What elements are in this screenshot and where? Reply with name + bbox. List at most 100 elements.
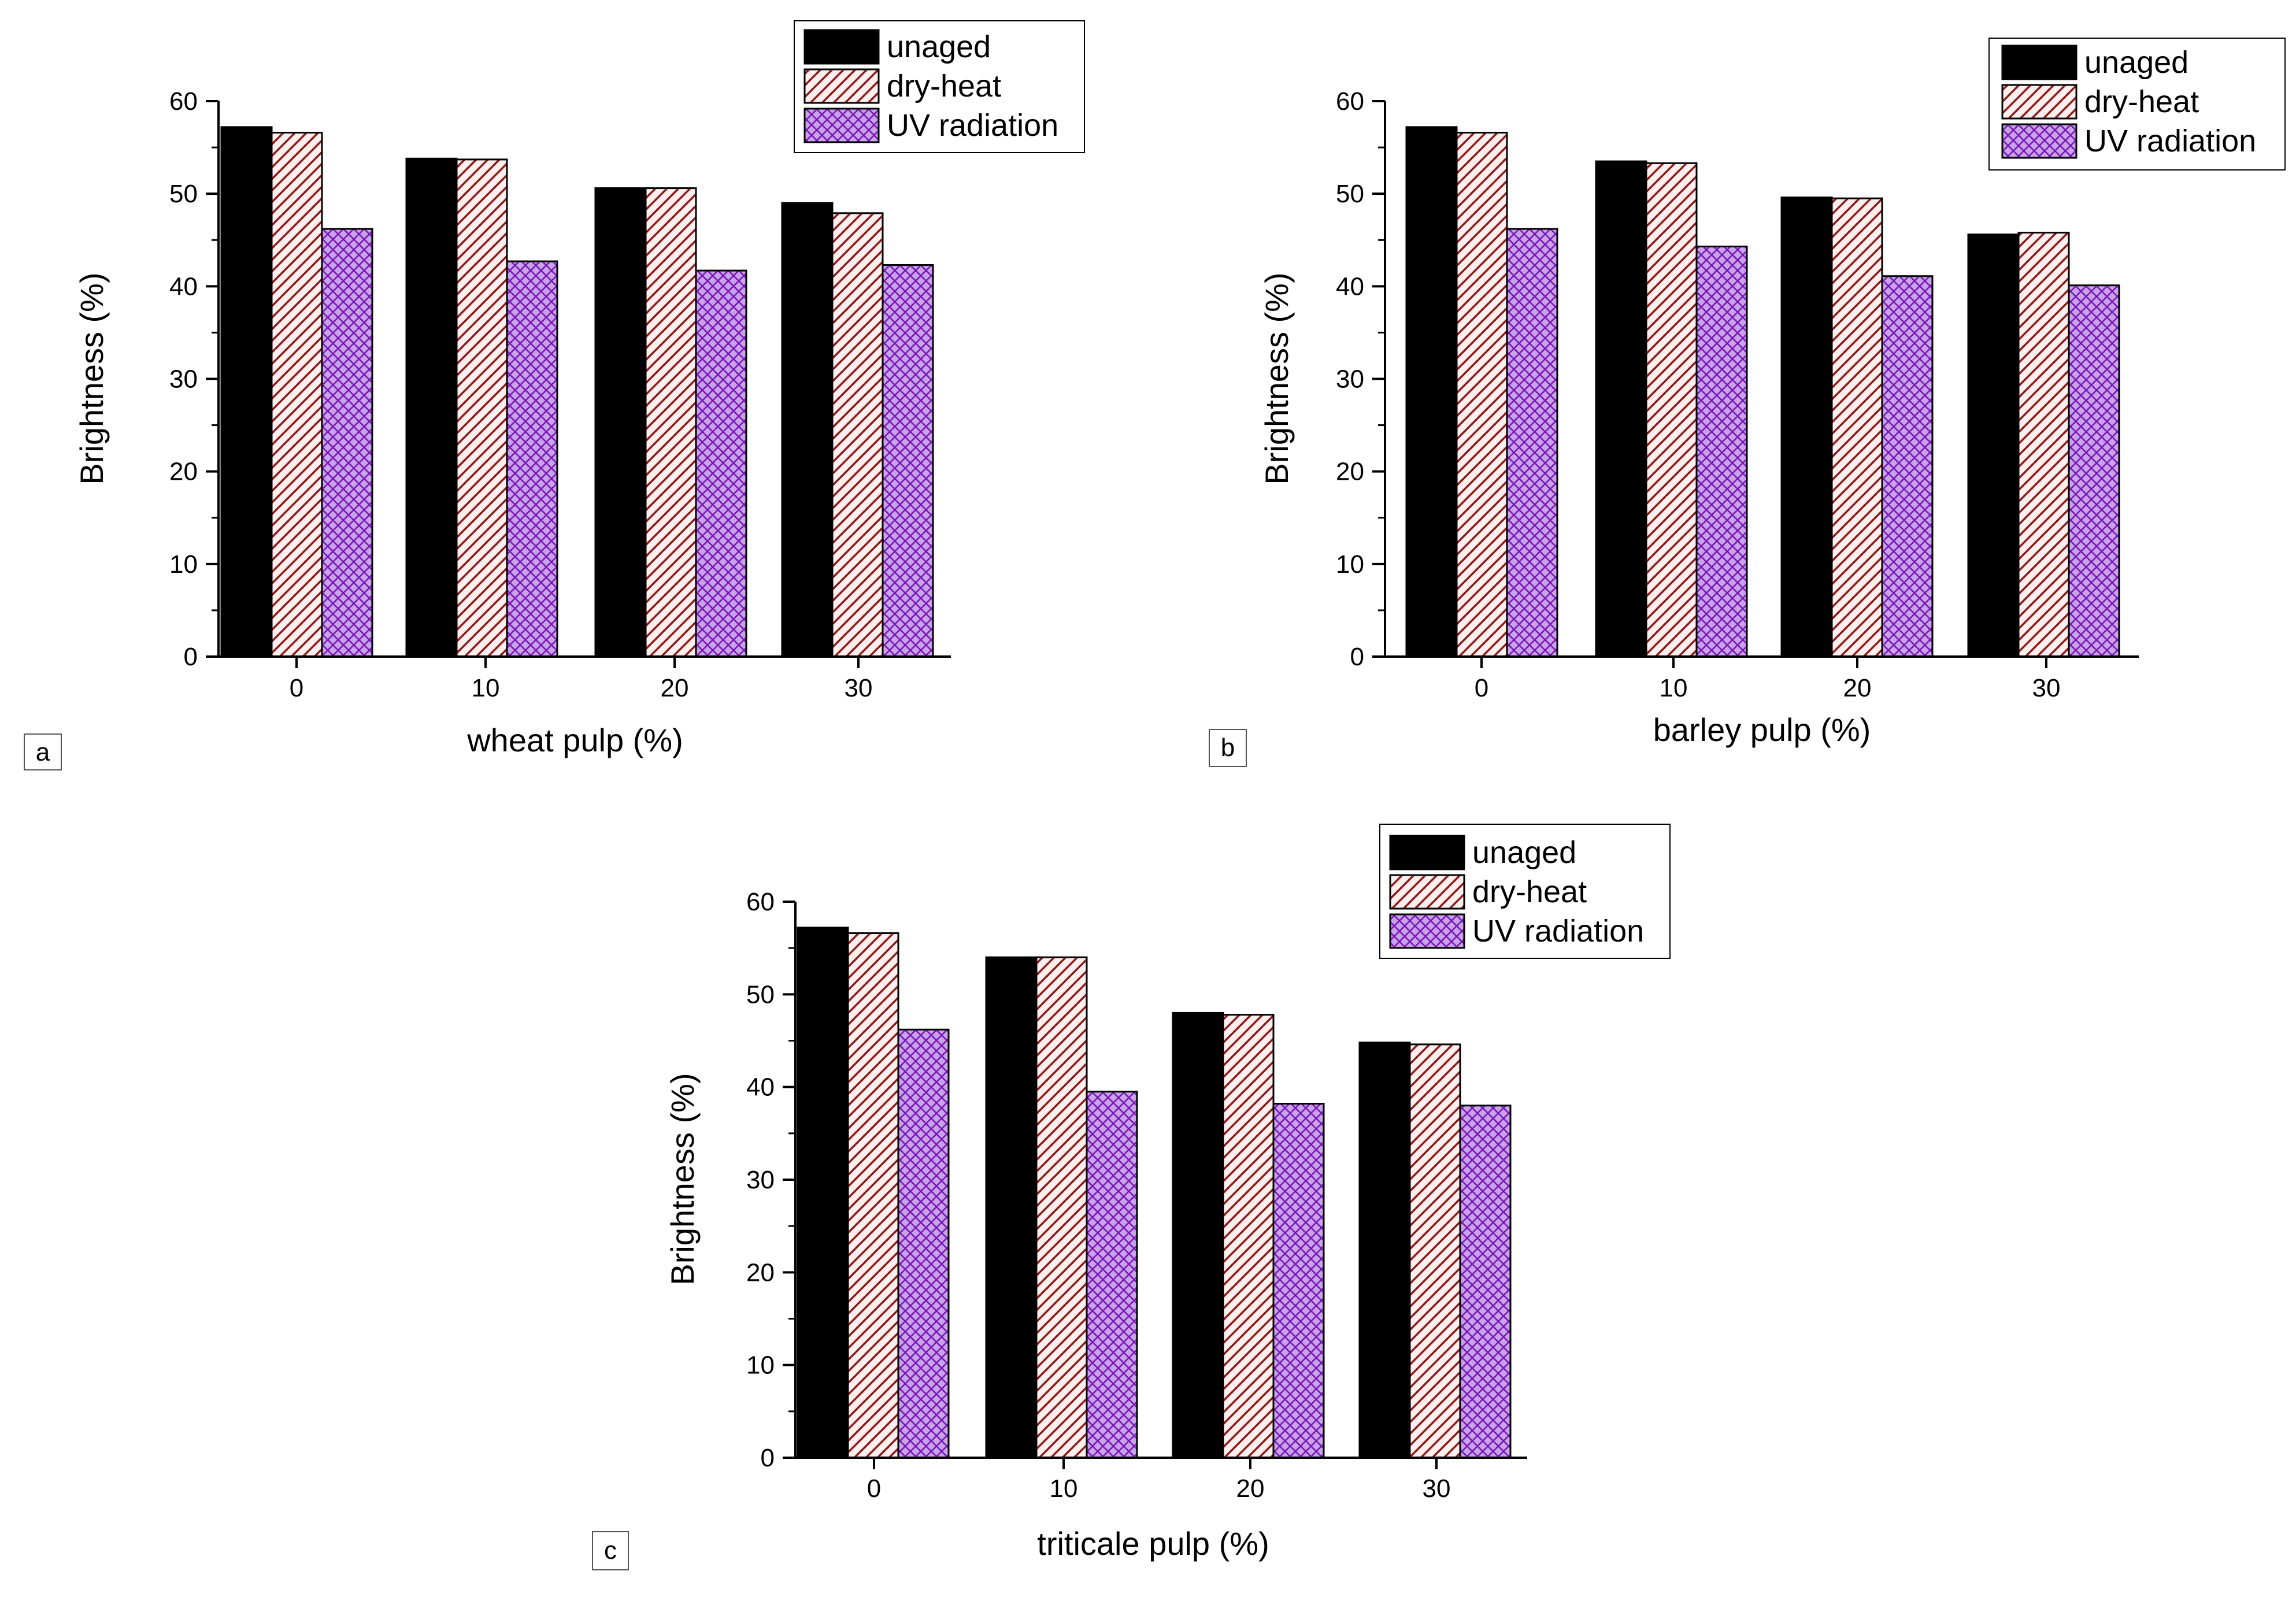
legend-swatch-uv — [803, 108, 880, 143]
x-tick-label: 20 — [1843, 674, 1872, 702]
legend-swatch-dry-heat — [803, 68, 880, 104]
y-axis-title: Brightness (%) — [664, 1073, 701, 1285]
y-axis-title: Brightness (%) — [73, 272, 110, 484]
bar-dry-heat-0 — [271, 131, 323, 658]
x-tick-label: 30 — [1423, 1474, 1451, 1503]
y-tick-label: 20 — [1336, 458, 1364, 486]
bar-uv-radiation-30 — [1459, 1105, 1512, 1459]
bars-b — [1405, 126, 2120, 658]
bar-dry-heat-20 — [645, 187, 697, 658]
bar-uv-radiation-20 — [1881, 275, 1934, 658]
y-tick-label: 60 — [1336, 87, 1364, 116]
y-tick-label: 0 — [1350, 643, 1364, 671]
bar-unaged-30 — [781, 202, 834, 658]
bar-unaged-0 — [797, 927, 849, 1459]
bar-dry-heat-20 — [1222, 1014, 1275, 1459]
bar-uv-radiation-0 — [321, 228, 373, 658]
x-axis-title: barley pulp (%) — [1653, 712, 1871, 748]
x-ticks-b — [1480, 657, 2047, 668]
y-ticks-b: 0 10 20 30 40 50 60 — [1336, 87, 1385, 671]
bar-unaged-20 — [1780, 197, 1833, 658]
y-tick-label: 0 — [761, 1444, 775, 1472]
x-axis-title: wheat pulp (%) — [466, 722, 683, 758]
legend: unaged dry-heat UV radiation — [794, 20, 1085, 153]
bar-uv-radiation-30 — [882, 264, 934, 658]
x-tick-label: 30 — [2032, 674, 2061, 702]
x-tick-label: 20 — [661, 674, 689, 702]
x-tick-label: 30 — [845, 674, 873, 702]
x-ticks-a — [295, 657, 860, 668]
x-tick-label: 10 — [1050, 1474, 1078, 1503]
bar-uv-radiation-10 — [506, 260, 558, 658]
y-tick-label: 40 — [169, 272, 198, 301]
bar-unaged-10 — [1595, 160, 1647, 658]
bar-unaged-20 — [594, 187, 647, 658]
x-tick-label: 10 — [472, 674, 500, 702]
x-tick-label: 0 — [1475, 674, 1488, 702]
bars-c — [797, 927, 1512, 1459]
legend: unaged dry-heat UV radiation — [1988, 38, 2286, 171]
bar-dry-heat-10 — [1035, 956, 1088, 1459]
y-tick-label: 30 — [169, 365, 198, 394]
y-tick-label: 10 — [169, 550, 198, 579]
x-tick-label: 0 — [867, 1474, 881, 1503]
bar-dry-heat-30 — [2017, 231, 2070, 658]
y-tick-label: 60 — [169, 87, 198, 116]
y-tick-label: 30 — [1336, 365, 1364, 394]
chart-panel-b: 0 10 20 30 40 50 60 0 10 20 30 barley pulp (%)… — [1209, 38, 2286, 767]
y-axis-title: Brightness (%) — [1258, 272, 1295, 484]
y-ticks-c: 0 10 20 30 40 50 60 — [746, 888, 795, 1472]
y-tick-label: 30 — [746, 1166, 775, 1194]
y-tick-label: 10 — [1336, 550, 1364, 579]
legend-swatch-dry-heat — [2001, 84, 2077, 120]
bar-uv-radiation-30 — [2068, 284, 2120, 658]
bar-unaged-30 — [1967, 234, 2020, 658]
panel-tag: a — [36, 738, 50, 766]
legend-swatch-unaged — [2001, 45, 2077, 80]
bar-unaged-10 — [985, 956, 1038, 1459]
x-ticks-c — [873, 1458, 1438, 1469]
bar-dry-heat-20 — [1831, 197, 1883, 658]
x-tick-label: 0 — [290, 674, 303, 702]
legend-swatch-uv — [2001, 123, 2077, 159]
y-tick-label: 60 — [746, 888, 775, 916]
bar-dry-heat-10 — [1645, 162, 1698, 658]
bar-unaged-0 — [220, 126, 273, 658]
y-tick-label: 20 — [169, 458, 198, 486]
bar-unaged-10 — [405, 157, 458, 658]
bars-a — [220, 126, 934, 658]
y-tick-label: 40 — [1336, 272, 1364, 301]
y-tick-label: 40 — [746, 1073, 775, 1102]
legend-swatch-unaged — [803, 29, 880, 65]
legend-swatch-unaged — [1389, 835, 1465, 870]
x-tick-label: 10 — [1660, 674, 1688, 702]
y-ticks-a: 0 10 20 30 40 50 60 — [169, 87, 219, 671]
legend-label-dry-heat: dry-heat — [887, 69, 1001, 103]
legend-label-uv: UV radiation — [887, 108, 1058, 143]
legend: unaged dry-heat UV radiation — [1379, 824, 1671, 959]
legend-label-uv: UV radiation — [1472, 914, 1644, 948]
chart-panel-c: 0 10 20 30 40 50 60 0 10 20 30 triticale pulp … — [592, 824, 1671, 1570]
bar-uv-radiation-0 — [1506, 228, 1558, 658]
legend-label-uv: UV radiation — [2084, 124, 2256, 158]
legend-label-unaged: unaged — [2084, 45, 2188, 80]
bar-uv-radiation-10 — [1695, 245, 1748, 658]
x-tick-label: 20 — [1236, 1474, 1265, 1503]
bar-uv-radiation-0 — [897, 1028, 950, 1459]
bar-uv-radiation-10 — [1086, 1091, 1138, 1459]
bar-uv-radiation-20 — [695, 269, 747, 658]
bar-unaged-0 — [1405, 126, 1458, 658]
bar-unaged-30 — [1358, 1042, 1411, 1459]
y-tick-label: 50 — [746, 980, 775, 1009]
y-tick-label: 50 — [1336, 180, 1364, 208]
panel-tag: b — [1221, 733, 1235, 762]
x-axis-title: triticale pulp (%) — [1037, 1525, 1269, 1562]
legend-swatch-uv — [1389, 913, 1465, 949]
legend-label-dry-heat: dry-heat — [1472, 875, 1587, 909]
panel-tag-box — [1209, 729, 1247, 767]
y-tick-label: 10 — [746, 1351, 775, 1380]
bar-unaged-20 — [1172, 1011, 1224, 1459]
panel-tag-box — [24, 733, 62, 770]
bar-dry-heat-0 — [847, 932, 899, 1459]
